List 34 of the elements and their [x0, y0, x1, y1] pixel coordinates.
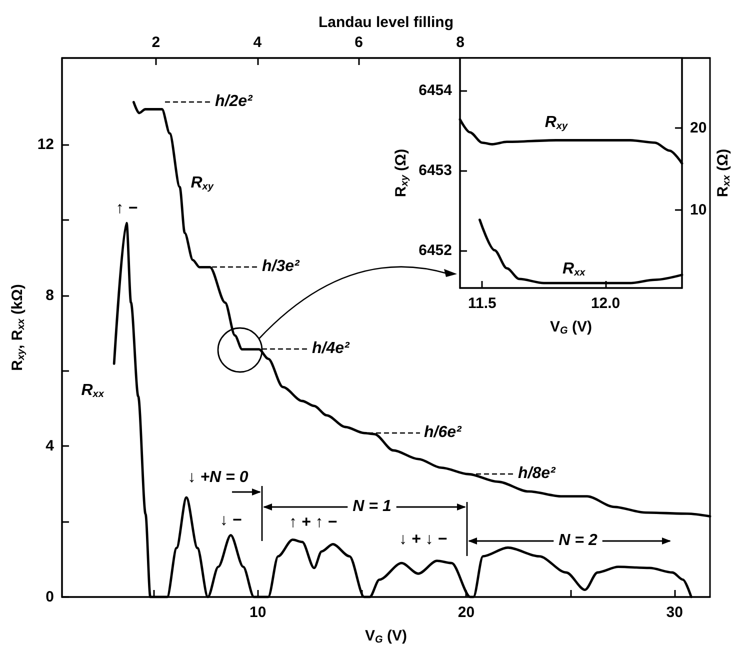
y2-tick-label: 20	[690, 119, 707, 136]
x-tick-label: 30	[666, 604, 683, 621]
x-tick-label: 10	[250, 604, 266, 621]
annotation: h/8e²	[518, 465, 556, 482]
x2-tick-label: 8	[456, 34, 465, 51]
annotation: ↓ + ↓ −	[398, 531, 448, 548]
annotation: N = 2	[558, 532, 598, 550]
x2-tick-label: 2	[152, 34, 160, 51]
x-tick-label: 12.0	[590, 295, 620, 312]
annotation: ↓ −	[220, 512, 242, 530]
annotation: h/6e²	[424, 424, 462, 442]
y-tick-label: 6453	[418, 162, 452, 180]
y-tick-label: 6454	[418, 82, 453, 100]
x-tick-label: 11.5	[468, 295, 496, 312]
y2-axis-title: Rxx (Ω)	[714, 148, 732, 198]
x2-tick-label: 4	[253, 34, 262, 51]
x-tick-label: 20	[458, 604, 475, 621]
x2-tick-label: 6	[354, 34, 364, 51]
annotation: h/3e²	[262, 258, 300, 276]
annotation: ↓ +N = 0	[188, 469, 248, 486]
y-tick-label: 0	[46, 588, 54, 606]
y-tick-label: 6452	[418, 242, 452, 259]
annotation: h/4e²	[312, 340, 350, 358]
y-axis-title: Rxy (Ω)	[392, 148, 410, 198]
y-axis-title: Rxy, Rxx (kΩ)	[8, 284, 27, 371]
y2-tick-label: 10	[690, 201, 707, 218]
x2-axis-title: Landau level filling	[318, 14, 454, 31]
y-tick-label: 12	[37, 136, 54, 154]
annotation: ↑ + ↑ −	[288, 514, 338, 532]
y-tick-label: 8	[46, 286, 54, 304]
y-tick-label: 4	[46, 438, 55, 455]
annotation: ↑ −	[116, 200, 138, 218]
annotation: h/2e²	[215, 93, 254, 110]
annotation: N = 1	[352, 498, 392, 516]
